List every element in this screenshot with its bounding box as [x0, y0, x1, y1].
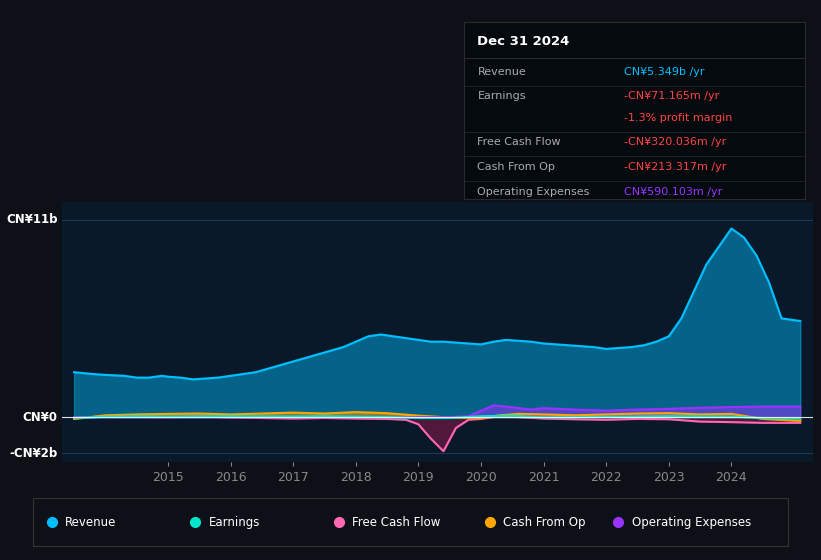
Text: Earnings: Earnings: [209, 516, 260, 529]
Text: -CN¥71.165m /yr: -CN¥71.165m /yr: [624, 91, 719, 101]
Text: -CN¥213.317m /yr: -CN¥213.317m /yr: [624, 162, 727, 172]
Text: Dec 31 2024: Dec 31 2024: [478, 35, 570, 48]
Text: Operating Expenses: Operating Expenses: [632, 516, 751, 529]
Text: -CN¥2b: -CN¥2b: [10, 446, 57, 460]
Text: CN¥590.103m /yr: CN¥590.103m /yr: [624, 186, 722, 197]
Text: Cash From Op: Cash From Op: [478, 162, 555, 172]
Text: Free Cash Flow: Free Cash Flow: [478, 137, 561, 147]
Text: -CN¥320.036m /yr: -CN¥320.036m /yr: [624, 137, 727, 147]
Text: CN¥0: CN¥0: [23, 410, 57, 423]
Text: Earnings: Earnings: [478, 91, 526, 101]
Text: Revenue: Revenue: [66, 516, 117, 529]
Text: Operating Expenses: Operating Expenses: [478, 186, 589, 197]
Text: Revenue: Revenue: [478, 67, 526, 77]
Text: Free Cash Flow: Free Cash Flow: [352, 516, 441, 529]
Text: -1.3% profit margin: -1.3% profit margin: [624, 113, 732, 123]
Text: Cash From Op: Cash From Op: [503, 516, 586, 529]
Text: CN¥5.349b /yr: CN¥5.349b /yr: [624, 67, 704, 77]
Text: CN¥11b: CN¥11b: [7, 213, 57, 226]
